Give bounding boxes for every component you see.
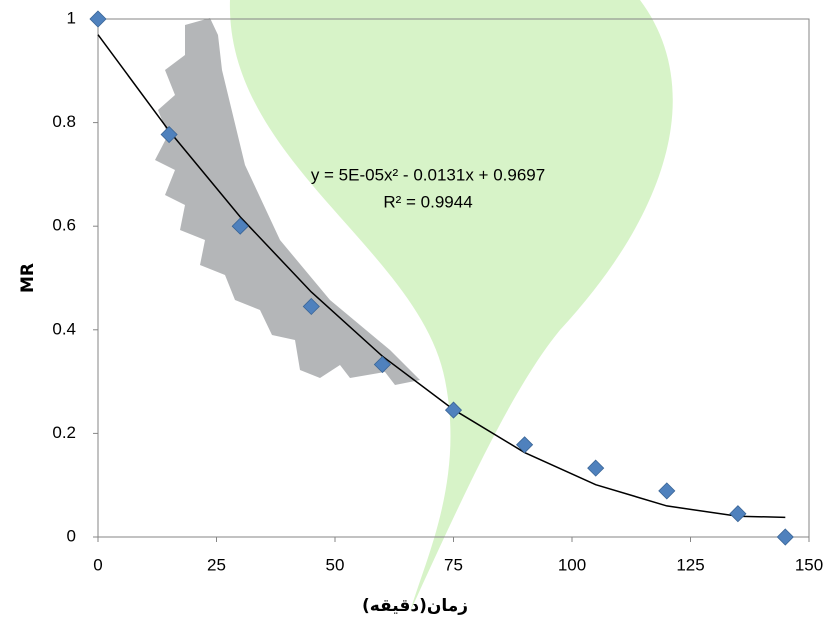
x-tick-label: 100 xyxy=(558,555,586,574)
watermark-gear xyxy=(155,18,420,385)
x-tick-label: 125 xyxy=(676,555,704,574)
data-point xyxy=(658,482,676,500)
data-point xyxy=(776,528,794,546)
data-point xyxy=(89,10,107,28)
y-axis-title: MR xyxy=(18,263,38,293)
y-tick-label: 0.8 xyxy=(52,112,76,131)
data-point xyxy=(516,436,534,454)
watermark-leaf xyxy=(229,0,673,612)
y-tick-label: 0.4 xyxy=(52,319,76,338)
data-point xyxy=(231,217,249,235)
x-axis-title: زمان(دقیقه) xyxy=(362,596,468,616)
x-tick-label: 0 xyxy=(93,555,102,574)
y-tick-label: 0 xyxy=(67,526,76,545)
r-squared: R² = 0.9944 xyxy=(383,192,472,211)
data-point xyxy=(302,297,320,316)
x-tick-label: 25 xyxy=(207,555,226,574)
data-point xyxy=(160,125,178,144)
data-point xyxy=(729,505,747,523)
trendline-equation: y = 5E-05x² - 0.0131x + 0.9697 xyxy=(311,165,545,184)
data-point xyxy=(587,459,605,477)
data-point xyxy=(373,355,391,374)
watermark xyxy=(155,0,673,612)
data-point xyxy=(444,401,463,419)
x-tick-label: 75 xyxy=(444,555,463,574)
y-tick-label: 0.6 xyxy=(52,216,76,235)
y-tick-label: 1 xyxy=(67,8,76,27)
x-tick-label: 150 xyxy=(795,555,823,574)
x-tick-label: 50 xyxy=(326,555,345,574)
y-tick-label: 0.2 xyxy=(52,423,76,442)
